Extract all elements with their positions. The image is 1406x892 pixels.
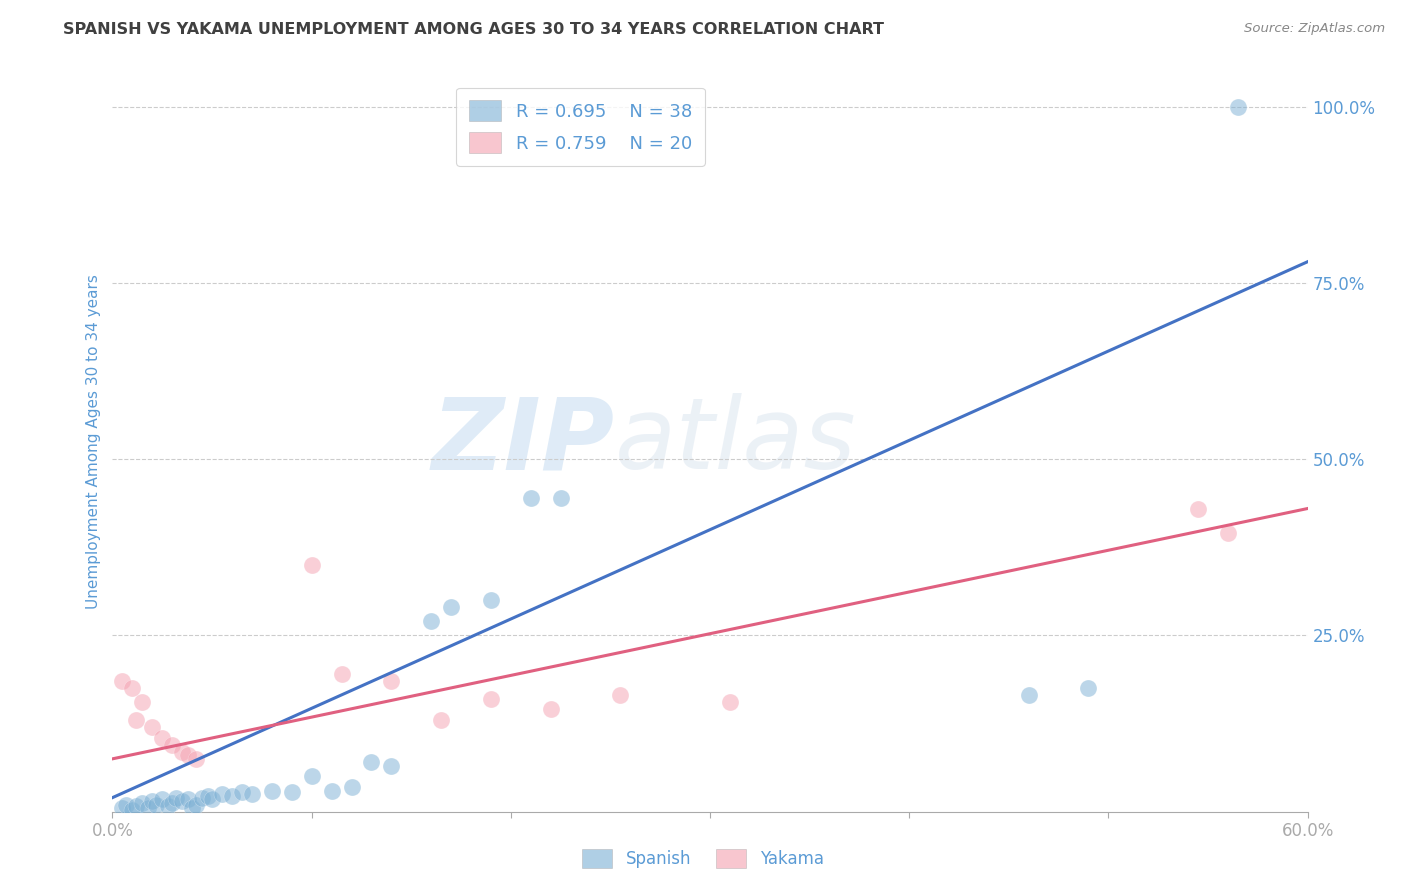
Point — [150, 731, 173, 745]
Point — [260, 783, 283, 797]
Point — [177, 748, 200, 763]
Point — [301, 558, 323, 572]
Point — [141, 720, 163, 734]
Legend: R = 0.695    N = 38, R = 0.759    N = 20: R = 0.695 N = 38, R = 0.759 N = 20 — [456, 87, 704, 166]
Point — [1018, 689, 1040, 703]
Point — [1187, 501, 1209, 516]
Point — [479, 692, 502, 706]
Point — [131, 797, 153, 811]
Point — [211, 787, 233, 801]
Point — [479, 593, 502, 607]
Point — [181, 801, 204, 815]
Text: atlas: atlas — [614, 393, 856, 490]
Point — [162, 797, 183, 811]
Y-axis label: Unemployment Among Ages 30 to 34 years: Unemployment Among Ages 30 to 34 years — [86, 274, 101, 609]
Point — [718, 695, 741, 709]
Point — [145, 797, 167, 812]
Point — [609, 689, 631, 703]
Point — [330, 667, 353, 681]
Point — [121, 681, 143, 696]
Text: Source: ZipAtlas.com: Source: ZipAtlas.com — [1244, 22, 1385, 36]
Point — [430, 713, 453, 727]
Point — [111, 801, 134, 815]
Point — [172, 745, 194, 759]
Point — [1216, 526, 1239, 541]
Point — [131, 695, 153, 709]
Point — [1226, 100, 1249, 114]
Point — [157, 799, 180, 814]
Point — [115, 797, 138, 812]
Point — [138, 801, 160, 815]
Point — [321, 783, 343, 797]
Point — [150, 792, 173, 806]
Point — [231, 785, 253, 799]
Text: ZIP: ZIP — [432, 393, 614, 490]
Point — [125, 713, 148, 727]
Point — [191, 790, 214, 805]
Point — [240, 787, 263, 801]
Point — [221, 789, 243, 804]
Point — [121, 803, 143, 817]
Point — [172, 794, 194, 808]
Legend: Spanish, Yakama: Spanish, Yakama — [575, 842, 831, 875]
Point — [162, 738, 183, 752]
Point — [301, 769, 323, 783]
Point — [360, 756, 382, 770]
Point — [281, 785, 304, 799]
Point — [141, 794, 163, 808]
Point — [550, 491, 572, 505]
Point — [186, 797, 208, 812]
Point — [380, 759, 402, 773]
Point — [111, 674, 134, 689]
Point — [340, 780, 363, 794]
Point — [420, 615, 443, 629]
Point — [201, 792, 224, 806]
Point — [520, 491, 543, 505]
Point — [380, 674, 402, 689]
Point — [440, 600, 463, 615]
Point — [197, 789, 219, 804]
Text: SPANISH VS YAKAMA UNEMPLOYMENT AMONG AGES 30 TO 34 YEARS CORRELATION CHART: SPANISH VS YAKAMA UNEMPLOYMENT AMONG AGE… — [63, 22, 884, 37]
Point — [165, 790, 187, 805]
Point — [1077, 681, 1099, 696]
Point — [540, 702, 562, 716]
Point — [125, 799, 148, 814]
Point — [177, 792, 200, 806]
Point — [186, 752, 208, 766]
